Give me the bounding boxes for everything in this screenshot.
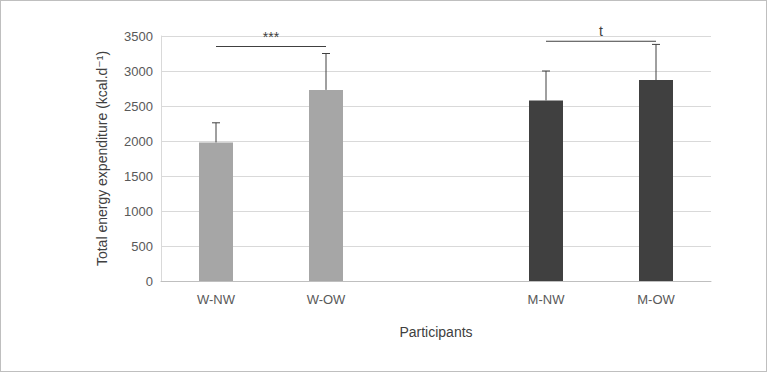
svg-text:W-NW: W-NW	[197, 292, 236, 307]
svg-text:Participants: Participants	[399, 324, 472, 340]
svg-text:3500: 3500	[124, 29, 153, 44]
svg-text:Total energy expenditure (kcal: Total energy expenditure (kcal.d⁻¹)	[94, 51, 110, 266]
svg-text:W-OW: W-OW	[307, 292, 346, 307]
svg-text:***: ***	[263, 29, 280, 45]
svg-text:3000: 3000	[124, 64, 153, 79]
svg-text:t: t	[599, 23, 603, 39]
svg-text:0: 0	[146, 274, 153, 289]
svg-text:2500: 2500	[124, 99, 153, 114]
svg-text:500: 500	[131, 239, 153, 254]
svg-text:M-OW: M-OW	[637, 292, 675, 307]
svg-text:1500: 1500	[124, 169, 153, 184]
svg-text:M-NW: M-NW	[528, 292, 566, 307]
svg-text:2000: 2000	[124, 134, 153, 149]
svg-text:1000: 1000	[124, 204, 153, 219]
